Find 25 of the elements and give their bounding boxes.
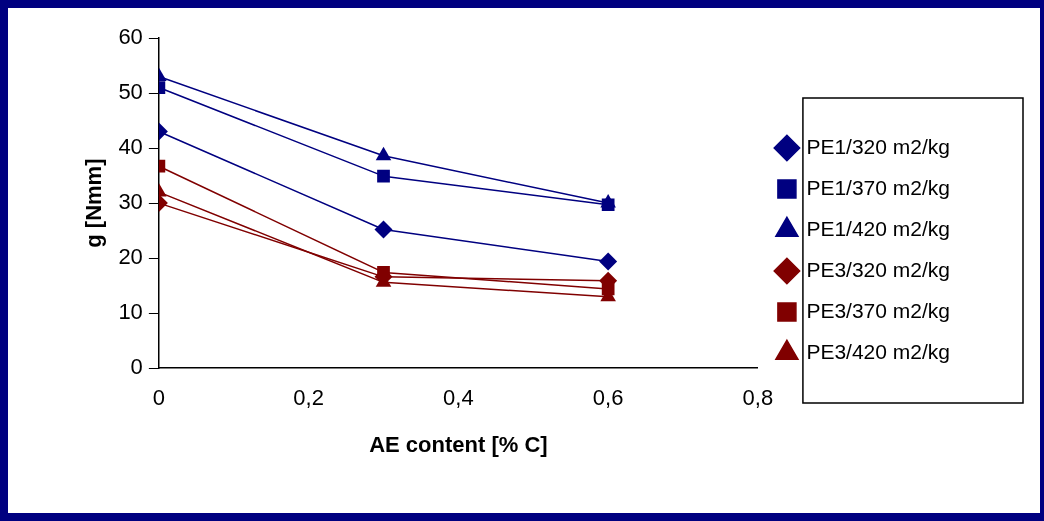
legend-label: PE3/320 m2/kg <box>806 257 951 281</box>
legend-label: PE3/370 m2/kg <box>806 298 951 322</box>
y-tick-label: 10 <box>118 299 143 325</box>
y-tick-label: 20 <box>118 244 143 270</box>
y-axis-title: g [Nmm] <box>81 158 107 248</box>
legend-label: PE1/370 m2/kg <box>806 175 951 199</box>
legend-label: PE1/320 m2/kg <box>806 134 951 158</box>
y-tick-label: 60 <box>118 24 143 50</box>
y-tick-label: 50 <box>118 79 143 105</box>
y-tick-label: 40 <box>118 134 143 160</box>
y-tick-label: 30 <box>118 189 143 215</box>
point <box>377 169 390 183</box>
x-axis-title: AE content [% C] <box>369 431 548 457</box>
point <box>375 146 392 161</box>
legend-label: PE1/420 m2/kg <box>806 216 951 240</box>
x-tick-label: 0,6 <box>592 385 624 411</box>
y-tick-label: 0 <box>130 354 143 380</box>
x-tick-label: 0,4 <box>443 385 474 411</box>
x-tick-label: 0 <box>152 385 165 411</box>
point <box>601 198 615 212</box>
point <box>599 252 618 271</box>
x-tick-label: 0,8 <box>742 385 774 411</box>
x-tick-label: 0,2 <box>293 385 324 411</box>
point <box>374 220 393 239</box>
legend-label: PE3/420 m2/kg <box>806 339 951 363</box>
